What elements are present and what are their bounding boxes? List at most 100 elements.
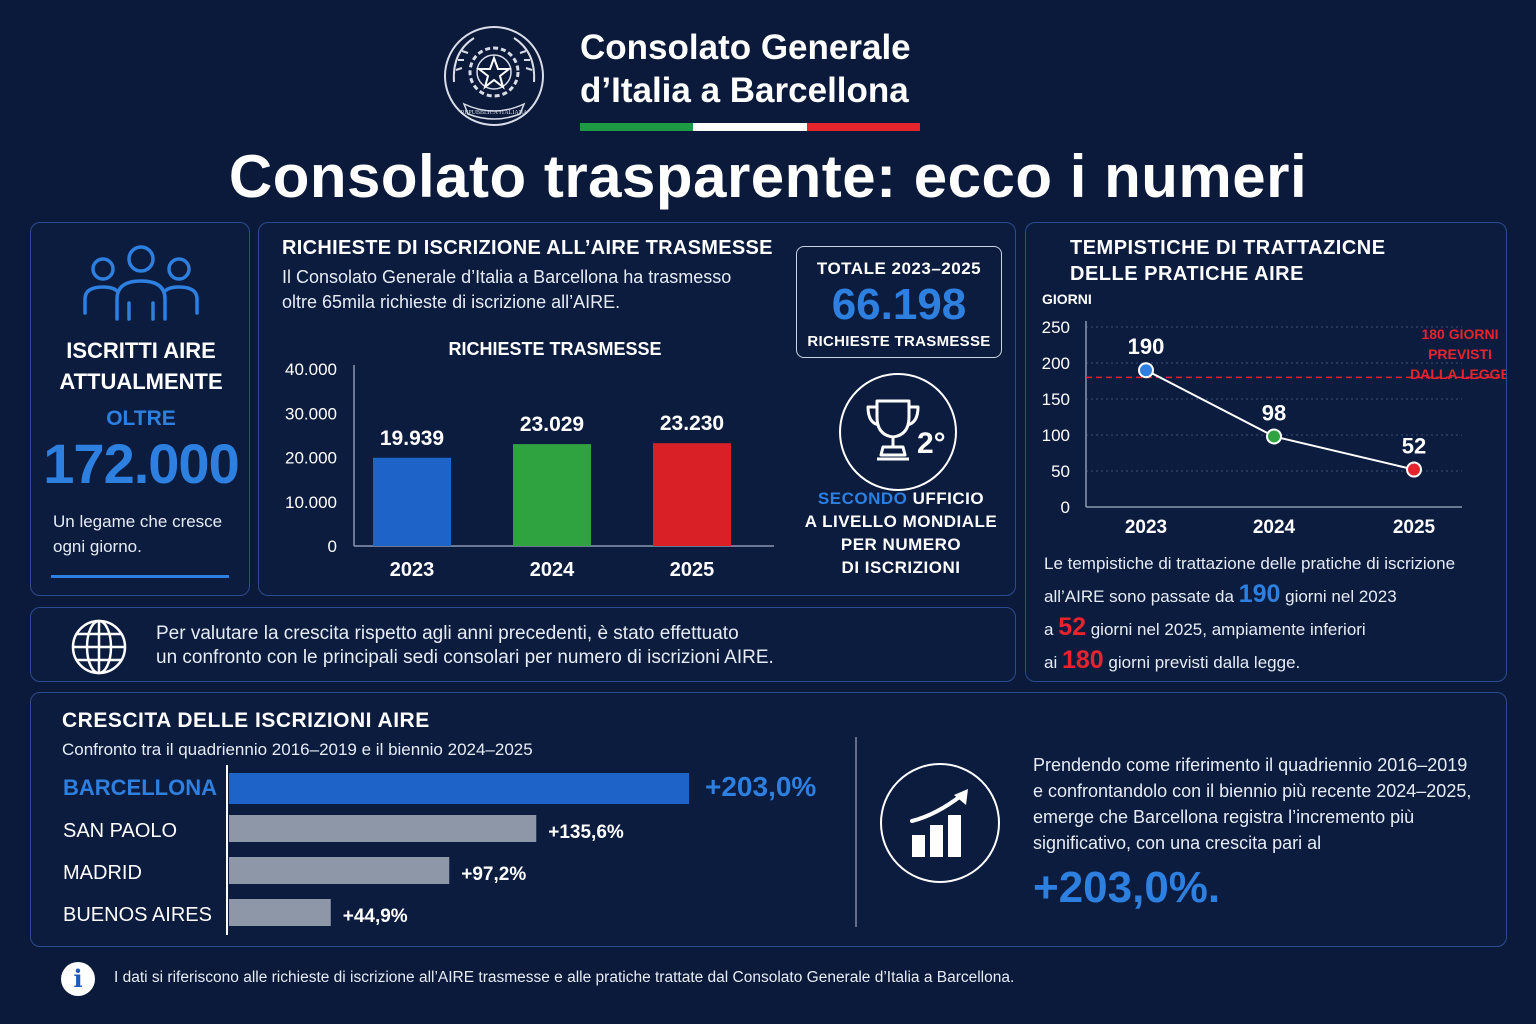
iscritti-label: ISCRITTI AIRE ATTUALMENTE [31,335,251,397]
flag-green [580,123,694,131]
tagline-line2: ogni giorno. [53,537,142,556]
totale-box: TOTALE 2023–2025 66.198 RICHIESTE TRASME… [796,246,1002,358]
richieste-panel: RICHIESTE DI ISCRIZIONE ALL’AIRE TRASMES… [258,222,1016,596]
highlight-190: 190 [1238,580,1281,608]
reference-label: PREVISTI [1428,346,1492,362]
iscritti-tagline: Un legame che cresce ogni giorno. [53,509,243,559]
secondo-line3: PER NUMERO [840,535,962,554]
x-tick-label: 2024 [1253,517,1296,538]
rank-value: 2° [917,427,946,460]
data-point-2024 [1266,428,1282,445]
crescita-hbar-chart: BARCELLONA +203,0% SAN PAOLO +135,6% MADRID +… [63,765,816,935]
bar-value-label: 23.230 [660,412,724,435]
hbar-madrid [229,857,450,884]
bar-value-label: 23.029 [520,413,584,436]
oltre-label: OLTRE [106,407,176,430]
tempi-desc-text: giorni previsti dalla legge. [1103,653,1301,672]
y-tick-label: 0 [328,537,337,556]
trophy-icon [866,399,920,461]
hbar-buenos-aires [229,899,331,926]
accent-underline [51,575,229,578]
highlight-52: 52 [1058,613,1086,641]
tempi-desc-text: giorni nel 2023 [1280,587,1397,606]
confronto-text: Per valutare la crescita rispetto agli a… [156,622,976,670]
footer-note: I dati si riferiscono alle richieste di … [114,969,1015,986]
org-title-line1: Consolato Generale [580,28,911,67]
hbar-value-label: +44,9% [343,906,408,927]
reference-label: DALLA LEGGE [1410,366,1506,382]
tempi-desc-text: all’AIRE sono passate da [1044,587,1239,606]
y-axis-label: GIORNI [1042,291,1092,307]
crescita-desc-line3: emerge che Barcellona registra l’increme… [1033,807,1415,827]
tempi-desc-line1: Le tempistiche di trattazione delle prat… [1044,554,1456,573]
emblem-icon: REPUBBLICA ITALIANA [444,26,544,126]
hbar-barcellona [229,773,689,804]
data-point-2025 [1406,461,1422,478]
highlight-180: 180 [1061,646,1104,674]
bar-value-label: 19.939 [380,427,444,450]
people-icon [83,245,199,321]
chart-title: RICHIESTE TRASMESSE [448,339,661,359]
hbar-value-label: +203,0% [705,771,816,802]
hbar-value-label: +135,6% [548,822,624,843]
tempistiche-title-line1: TEMPISTICHE DI TRATTAZICNE [1070,237,1386,259]
bar-2024 [513,444,591,546]
y-tick-label: 250 [1042,318,1070,337]
data-label: 98 [1262,400,1286,425]
iscritti-label-line2: ATTUALMENTE [59,369,223,394]
y-tick-label: 100 [1042,426,1070,445]
org-title: Consolato Generale d’Italia a Barcellona [580,26,911,112]
info-icon: i [61,962,95,996]
y-tick-label: 150 [1042,390,1070,409]
crescita-desc-line4: significativo, con una crescita pari al [1033,833,1322,853]
tagline-line1: Un legame che cresce [53,512,223,531]
totale-value: 66.198 [831,280,967,329]
totale-label: TOTALE 2023–2025 [816,259,982,278]
flag-white [693,123,807,131]
y-tick-label: 20.000 [285,449,337,468]
tempi-desc-line2: all’AIRE sono passate da 190 giorni nel … [1044,579,1494,612]
x-tick-label: 2024 [530,559,575,581]
secondo-line4: DI ISCRIZIONI [841,558,961,577]
tempi-desc-line3: a 52 giorni nel 2025, ampiamente inferio… [1044,612,1494,645]
category-label: BUENOS AIRES [63,904,212,926]
page-title: Consolato trasparente: ecco i numeri [228,143,1308,210]
iscritti-value: 172.000 [43,432,239,495]
growth-badge [880,763,1000,883]
y-tick-label: 0 [1061,498,1070,517]
italian-flag-bar [580,123,920,131]
tempi-desc-text: giorni nel 2025, ampiamente inferiori [1086,620,1366,639]
category-label: SAN PAOLO [63,820,177,842]
secondo-ufficio-text: SECONDO UFFICIO A LIVELLO MONDIALE PER N… [796,487,1006,579]
secondo-line2: A LIVELLO MONDIALE [804,512,998,531]
y-tick-label: 50 [1051,462,1070,481]
org-title-line2: d’Italia a Barcellona [580,71,909,110]
crescita-big-value: +203,0%. [1033,863,1221,912]
tempistiche-title: TEMPISTICHE DI TRATTAZICNE DELLE PRATICH… [1070,235,1386,287]
richieste-desc-line1: Il Consolato Generale d’Italia a Barcell… [282,267,732,287]
reference-label: 180 GIORNI [1421,326,1498,342]
crescita-desc-line2: e confrontandolo con il biennio più rece… [1033,781,1472,801]
secondo-line1-rest: UFFICIO [907,489,985,508]
tempistiche-title-line2: DELLE PRATICHE AIRE [1070,263,1304,285]
globe-icon [71,619,127,675]
crescita-description: Prendendo come riferimento il quadrienni… [1033,752,1493,856]
totale-sublabel: RICHIESTE TRASMESSE [807,333,991,350]
crescita-subtitle: Confronto tra il quadriennio 2016–2019 e… [62,740,533,759]
x-tick-label: 2025 [1393,517,1436,538]
bar-2023 [373,457,451,546]
y-tick-label: 10.000 [285,493,337,512]
richieste-title: RICHIESTE DI ISCRIZIONE ALL’AIRE TRASMES… [282,237,773,259]
y-tick-label: 200 [1042,354,1070,373]
growth-chart-icon [910,789,968,857]
emblem-ribbon-text: REPUBBLICA ITALIANA [461,110,528,116]
y-tick-label: 40.000 [285,360,337,379]
tempistiche-line-chart: 0 50 100 150 200 250 180 GIORNI PREVISTI DALLA L… [1042,318,1506,538]
confronto-line1: Per valutare la crescita rispetto agli a… [156,623,739,644]
flag-red [806,123,920,131]
category-label: MADRID [63,862,142,884]
bar-2025 [653,443,731,546]
y-tick-label: 30.000 [285,404,337,423]
richieste-desc-line2: oltre 65mila richieste di iscrizione all… [282,292,621,312]
crescita-panel: CRESCITA DELLE ISCRIZIONI AIRE Confronto… [30,692,1507,947]
